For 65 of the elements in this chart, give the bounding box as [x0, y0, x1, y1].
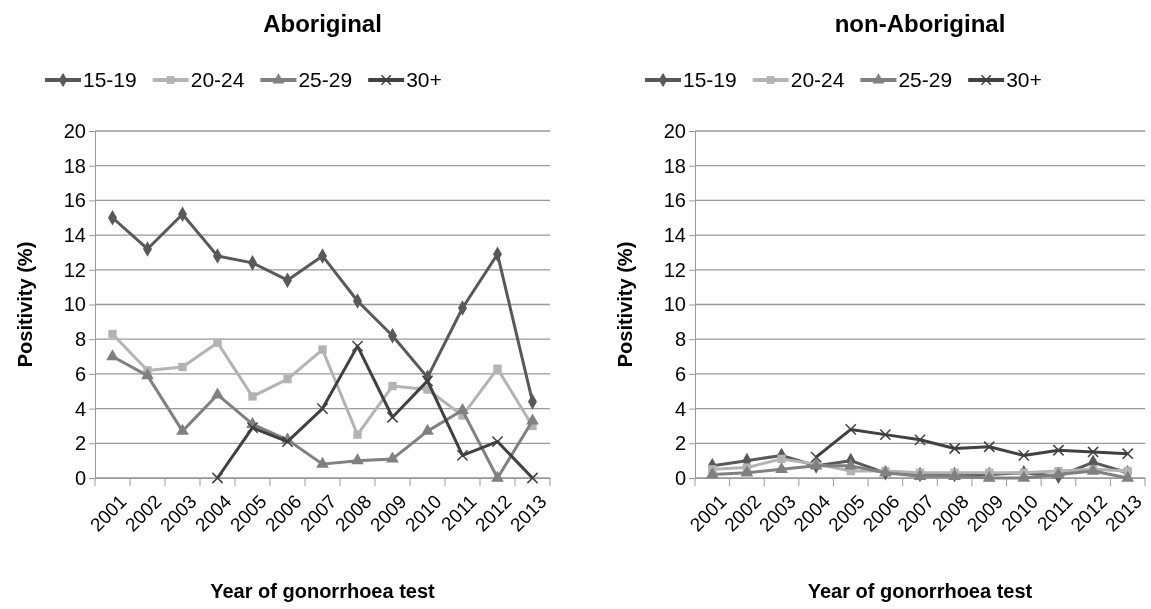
y-tick-label: 14: [63, 224, 86, 246]
y-tick-label: 0: [74, 466, 86, 489]
chart-title: Aboriginal: [263, 10, 382, 37]
y-tick-label: 6: [74, 362, 86, 385]
point: [213, 338, 222, 347]
y-tick-label: 20: [63, 119, 86, 142]
point: [493, 364, 502, 373]
y-tick-label: 4: [74, 397, 86, 420]
y-tick-label: 18: [663, 154, 686, 177]
y-tick-label: 16: [63, 189, 86, 212]
point: [108, 329, 117, 339]
y-tick-label: 18: [63, 154, 86, 177]
point: [351, 453, 364, 465]
x-axis-title: Year of gonorrhoea test: [807, 580, 1033, 602]
point: [456, 449, 469, 462]
point: [106, 349, 119, 361]
legend-label: 30+: [406, 68, 442, 91]
point: [211, 472, 224, 484]
point: [176, 423, 189, 435]
legend-label: 20-24: [790, 68, 845, 91]
point: [386, 451, 399, 463]
point: [318, 345, 327, 354]
x-axis-title: Year of gonorrhoea test: [210, 580, 436, 602]
y-tick-label: 10: [63, 293, 86, 316]
point: [351, 340, 364, 353]
point: [386, 411, 399, 424]
legend-label: 15-19: [83, 68, 137, 91]
point: [353, 430, 362, 439]
point: [388, 381, 397, 391]
point: [491, 435, 504, 448]
y-axis-title: Positivity (%): [614, 241, 636, 368]
point: [526, 472, 539, 484]
y-tick-label: 8: [74, 328, 86, 351]
legend-label: 15-19: [683, 68, 737, 91]
legend-label: 20-24: [190, 68, 245, 91]
point: [421, 374, 434, 387]
y-tick-label: 12: [663, 258, 686, 281]
legend-label: 25-29: [898, 68, 953, 91]
y-tick-label: 2: [674, 432, 686, 455]
y-tick-label: 6: [674, 362, 686, 385]
y-tick-label: 12: [63, 258, 86, 281]
point: [211, 387, 224, 399]
point: [178, 362, 187, 372]
point: [283, 374, 292, 384]
y-axis-title: Positivity (%): [14, 241, 36, 368]
legend-label: 25-29: [298, 68, 353, 91]
point: [456, 402, 469, 414]
point: [491, 470, 504, 482]
legend-label: 30+: [1006, 68, 1042, 91]
y-tick-label: 4: [674, 397, 686, 420]
y-tick-label: 10: [663, 293, 686, 316]
point: [281, 435, 294, 448]
point: [248, 392, 257, 401]
point: [526, 413, 539, 425]
y-tick-label: 14: [663, 224, 686, 246]
point: [316, 456, 329, 468]
chart-title: non-Aboriginal: [834, 10, 1006, 37]
y-tick-label: 0: [674, 466, 686, 489]
point: [421, 423, 434, 435]
y-tick-label: 16: [663, 189, 686, 212]
y-tick-label: 2: [74, 432, 86, 455]
y-tick-label: 20: [663, 119, 686, 142]
point: [141, 368, 154, 380]
y-tick-label: 8: [674, 328, 686, 351]
point: [246, 421, 259, 434]
